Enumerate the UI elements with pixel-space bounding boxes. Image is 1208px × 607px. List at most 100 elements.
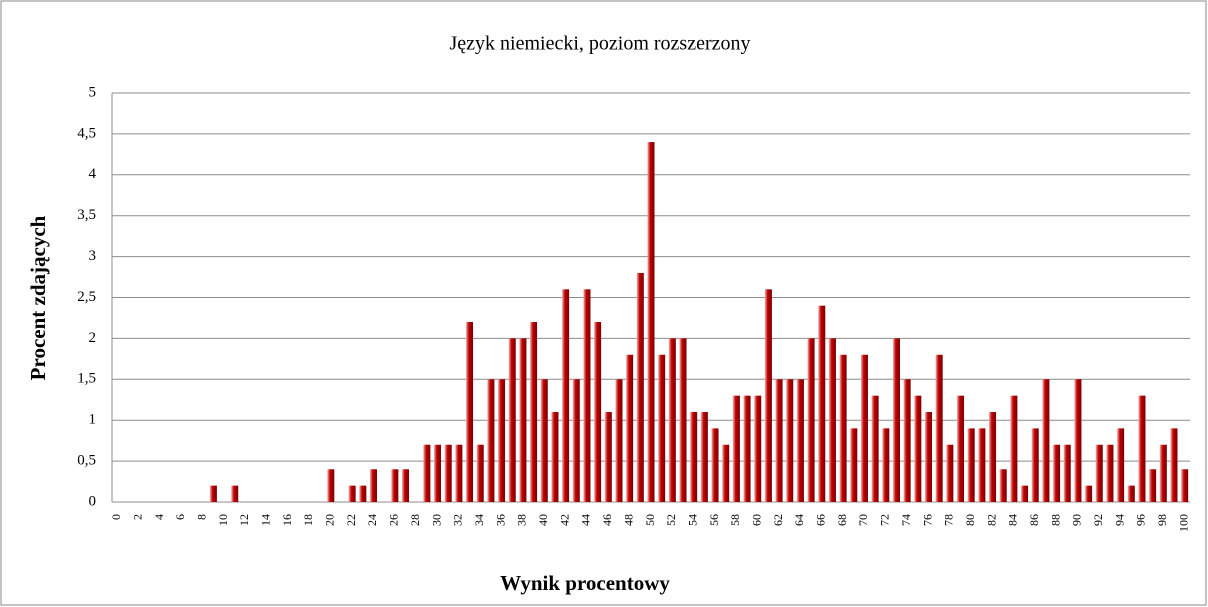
- bar: [572, 379, 580, 502]
- y-tick-label: 4: [89, 166, 97, 182]
- x-tick-label: 8: [194, 514, 208, 520]
- bar: [807, 338, 815, 502]
- x-tick-label: 0: [109, 514, 123, 520]
- bar: [562, 289, 570, 502]
- x-tick-label: 30: [429, 514, 443, 526]
- bar: [604, 412, 612, 502]
- bar: [786, 379, 794, 502]
- bar: [722, 444, 730, 502]
- x-tick-label: 32: [451, 514, 465, 526]
- bar: [935, 354, 943, 502]
- bar: [1138, 395, 1146, 502]
- x-tick-label: 6: [173, 514, 187, 520]
- bar: [476, 444, 484, 502]
- x-tick-label: 64: [792, 514, 806, 526]
- x-tick-label: 96: [1134, 514, 1148, 526]
- x-tick-label: 14: [259, 514, 273, 526]
- bar: [551, 412, 559, 502]
- bar: [903, 379, 911, 502]
- x-tick-label: 4: [152, 514, 166, 520]
- x-tick-label: 90: [1070, 514, 1084, 526]
- bar: [828, 338, 836, 502]
- x-tick-label: 34: [472, 514, 486, 526]
- bar: [583, 289, 591, 502]
- bar: [209, 485, 217, 502]
- bar: [700, 412, 708, 502]
- bar: [1149, 469, 1157, 502]
- bar: [626, 354, 634, 502]
- x-tick-label: 94: [1112, 514, 1126, 526]
- bar: [1053, 444, 1061, 502]
- bar: [434, 444, 442, 502]
- y-tick-label: 0: [89, 493, 97, 509]
- bar: [892, 338, 900, 502]
- bar: [540, 379, 548, 502]
- x-tick-label: 22: [344, 514, 358, 526]
- x-tick-label: 70: [856, 514, 870, 526]
- bar: [1181, 469, 1189, 502]
- bar: [369, 469, 377, 502]
- bar: [1106, 444, 1114, 502]
- x-tick-label: 44: [579, 514, 593, 526]
- x-tick-label: 52: [664, 514, 678, 526]
- x-tick-label: 80: [963, 514, 977, 526]
- y-tick-label: 5: [89, 84, 97, 100]
- bar: [679, 338, 687, 502]
- bar: [359, 485, 367, 502]
- bar: [978, 428, 986, 502]
- x-tick-label: 20: [323, 514, 337, 526]
- bar: [508, 338, 516, 502]
- y-axis-label: Procent zdających: [26, 215, 50, 380]
- y-tick-label: 3,5: [77, 207, 96, 223]
- y-tick-label: 3: [89, 248, 97, 264]
- bar: [327, 469, 335, 502]
- y-tick-label: 2: [89, 330, 97, 346]
- x-tick-label: 36: [493, 514, 507, 526]
- bar: [967, 428, 975, 502]
- bar: [796, 379, 804, 502]
- bar: [1170, 428, 1178, 502]
- bar: [402, 469, 410, 502]
- x-tick-label: 24: [365, 514, 379, 526]
- x-tick-label: 54: [685, 514, 699, 526]
- bar: [455, 444, 463, 502]
- x-tick-label: 68: [835, 514, 849, 526]
- bar: [423, 444, 431, 502]
- x-tick-label: 60: [749, 514, 763, 526]
- bar: [668, 338, 676, 502]
- bar: [839, 354, 847, 502]
- bar: [1010, 395, 1018, 502]
- bar: [743, 395, 751, 502]
- bar: [860, 354, 868, 502]
- bar: [711, 428, 719, 502]
- x-tick-label: 16: [280, 514, 294, 526]
- x-tick-label: 62: [771, 514, 785, 526]
- x-tick-label: 28: [408, 514, 422, 526]
- x-tick-label: 18: [301, 514, 315, 526]
- bar: [1095, 444, 1103, 502]
- bar: [914, 395, 922, 502]
- x-tick-label: 72: [878, 514, 892, 526]
- bar: [690, 412, 698, 502]
- y-tick-label: 2,5: [77, 289, 96, 305]
- bar: [466, 322, 474, 502]
- y-tick-label: 1: [89, 412, 97, 428]
- bar: [636, 272, 644, 502]
- bar: [989, 412, 997, 502]
- bar: [1042, 379, 1050, 502]
- bar: [391, 469, 399, 502]
- bar: [519, 338, 527, 502]
- bar: [946, 444, 954, 502]
- bar: [444, 444, 452, 502]
- bar: [647, 142, 655, 502]
- x-tick-label: 50: [643, 514, 657, 526]
- bar: [732, 395, 740, 502]
- x-tick-label: 84: [1006, 514, 1020, 526]
- bar: [999, 469, 1007, 502]
- y-tick-label: 1,5: [77, 371, 96, 387]
- bar: [348, 485, 356, 502]
- bar: [1031, 428, 1039, 502]
- bar: [530, 322, 538, 502]
- bar: [957, 395, 965, 502]
